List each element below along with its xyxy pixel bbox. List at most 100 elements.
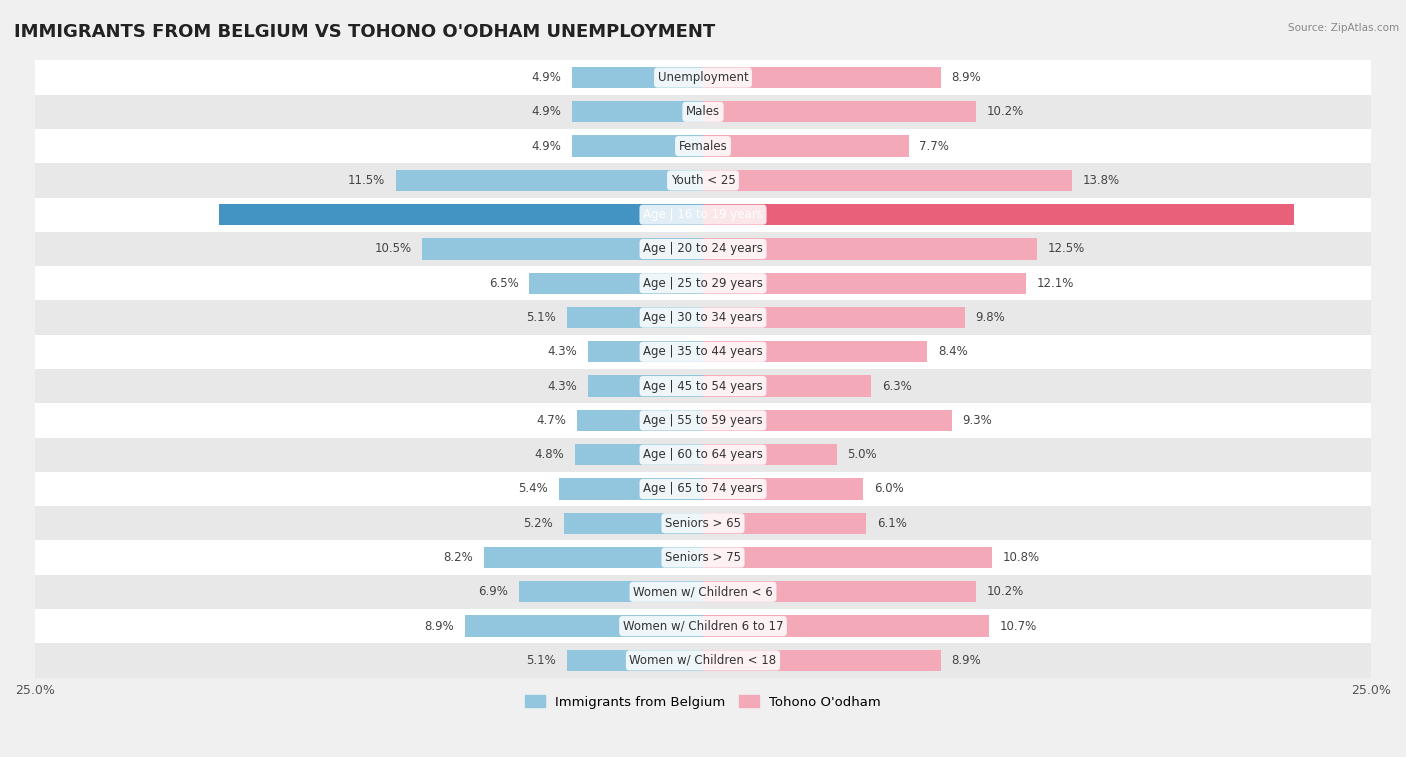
Bar xyxy=(35,95,1371,129)
Text: Age | 45 to 54 years: Age | 45 to 54 years xyxy=(643,379,763,393)
Bar xyxy=(35,61,1371,95)
Text: 13.8%: 13.8% xyxy=(1083,174,1119,187)
Bar xyxy=(572,136,703,157)
Bar xyxy=(35,129,1371,164)
Text: Women w/ Children < 6: Women w/ Children < 6 xyxy=(633,585,773,598)
Text: 9.8%: 9.8% xyxy=(976,311,1005,324)
Text: 4.9%: 4.9% xyxy=(531,71,561,84)
Bar xyxy=(703,478,863,500)
Text: Age | 20 to 24 years: Age | 20 to 24 years xyxy=(643,242,763,255)
Text: Age | 30 to 34 years: Age | 30 to 34 years xyxy=(643,311,763,324)
Text: 11.5%: 11.5% xyxy=(347,174,385,187)
Bar xyxy=(35,164,1371,198)
Bar xyxy=(703,273,1026,294)
Text: Age | 35 to 44 years: Age | 35 to 44 years xyxy=(643,345,763,358)
Text: Age | 16 to 19 years: Age | 16 to 19 years xyxy=(643,208,763,221)
Bar xyxy=(703,341,928,363)
Bar xyxy=(35,609,1371,643)
Bar xyxy=(465,615,703,637)
Text: 10.8%: 10.8% xyxy=(1002,551,1039,564)
Text: 4.3%: 4.3% xyxy=(548,345,578,358)
Text: 10.5%: 10.5% xyxy=(374,242,412,255)
Bar xyxy=(703,444,837,466)
Text: Seniors > 65: Seniors > 65 xyxy=(665,517,741,530)
Bar xyxy=(484,547,703,569)
Text: 6.9%: 6.9% xyxy=(478,585,508,598)
Legend: Immigrants from Belgium, Tohono O'odham: Immigrants from Belgium, Tohono O'odham xyxy=(520,690,886,714)
Bar xyxy=(703,547,991,569)
Text: Women w/ Children 6 to 17: Women w/ Children 6 to 17 xyxy=(623,619,783,633)
Bar xyxy=(572,67,703,88)
Bar xyxy=(703,67,941,88)
Text: 5.0%: 5.0% xyxy=(848,448,877,461)
Bar xyxy=(588,341,703,363)
Bar xyxy=(529,273,703,294)
Bar xyxy=(35,438,1371,472)
Text: Age | 25 to 29 years: Age | 25 to 29 years xyxy=(643,277,763,290)
Text: 8.4%: 8.4% xyxy=(938,345,967,358)
Bar xyxy=(35,335,1371,369)
Text: IMMIGRANTS FROM BELGIUM VS TOHONO O'ODHAM UNEMPLOYMENT: IMMIGRANTS FROM BELGIUM VS TOHONO O'ODHA… xyxy=(14,23,716,41)
Bar xyxy=(395,170,703,191)
Text: 8.2%: 8.2% xyxy=(443,551,474,564)
Bar xyxy=(35,369,1371,403)
Text: 4.8%: 4.8% xyxy=(534,448,564,461)
Text: 8.9%: 8.9% xyxy=(952,71,981,84)
Text: 22.1%: 22.1% xyxy=(1305,208,1341,221)
Text: 6.5%: 6.5% xyxy=(489,277,519,290)
Text: Women w/ Children < 18: Women w/ Children < 18 xyxy=(630,654,776,667)
Bar xyxy=(703,101,976,123)
Bar xyxy=(35,540,1371,575)
Text: 10.7%: 10.7% xyxy=(1000,619,1036,633)
Bar xyxy=(558,478,703,500)
Bar xyxy=(703,581,976,603)
Bar xyxy=(35,506,1371,540)
Bar xyxy=(35,301,1371,335)
Bar xyxy=(35,472,1371,506)
Text: 4.9%: 4.9% xyxy=(531,105,561,118)
Bar xyxy=(35,232,1371,266)
Text: 6.1%: 6.1% xyxy=(877,517,907,530)
Text: 7.7%: 7.7% xyxy=(920,139,949,153)
Bar xyxy=(35,575,1371,609)
Text: Females: Females xyxy=(679,139,727,153)
Bar xyxy=(567,650,703,671)
Text: 10.2%: 10.2% xyxy=(986,105,1024,118)
Text: 5.1%: 5.1% xyxy=(526,654,555,667)
Bar xyxy=(703,410,952,431)
Text: Unemployment: Unemployment xyxy=(658,71,748,84)
Text: 5.1%: 5.1% xyxy=(526,311,555,324)
Bar xyxy=(35,198,1371,232)
Bar xyxy=(35,266,1371,301)
Bar xyxy=(588,375,703,397)
Bar xyxy=(703,170,1071,191)
Bar xyxy=(703,307,965,329)
Text: 10.2%: 10.2% xyxy=(986,585,1024,598)
Bar xyxy=(567,307,703,329)
Text: 8.9%: 8.9% xyxy=(425,619,454,633)
Text: Age | 65 to 74 years: Age | 65 to 74 years xyxy=(643,482,763,496)
Text: Seniors > 75: Seniors > 75 xyxy=(665,551,741,564)
Bar xyxy=(703,238,1038,260)
Bar xyxy=(703,375,872,397)
Bar xyxy=(703,136,908,157)
Text: 12.1%: 12.1% xyxy=(1038,277,1074,290)
Bar xyxy=(219,204,703,226)
Bar xyxy=(575,444,703,466)
Text: Age | 55 to 59 years: Age | 55 to 59 years xyxy=(643,414,763,427)
Bar xyxy=(422,238,703,260)
Bar xyxy=(564,512,703,534)
Text: 18.1%: 18.1% xyxy=(172,208,208,221)
Text: 5.2%: 5.2% xyxy=(523,517,554,530)
Text: 6.0%: 6.0% xyxy=(875,482,904,496)
Bar xyxy=(703,204,1294,226)
Bar xyxy=(572,101,703,123)
Text: 8.9%: 8.9% xyxy=(952,654,981,667)
Text: 4.7%: 4.7% xyxy=(537,414,567,427)
Text: Source: ZipAtlas.com: Source: ZipAtlas.com xyxy=(1288,23,1399,33)
Bar xyxy=(519,581,703,603)
Bar xyxy=(35,643,1371,678)
Text: 9.3%: 9.3% xyxy=(962,414,993,427)
Text: 5.4%: 5.4% xyxy=(519,482,548,496)
Bar xyxy=(703,615,988,637)
